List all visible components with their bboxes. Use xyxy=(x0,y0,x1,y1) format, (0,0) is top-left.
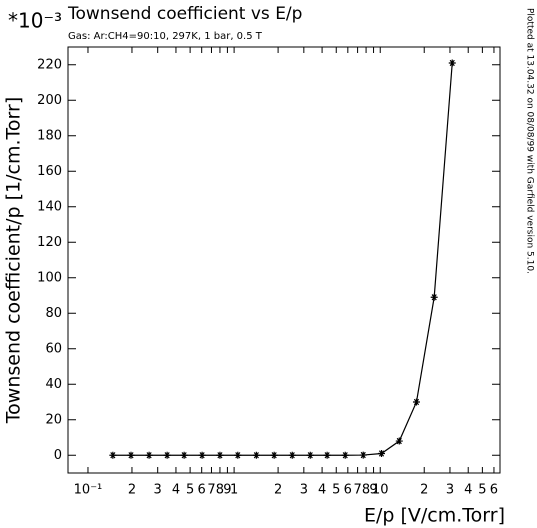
data-marker xyxy=(377,449,385,457)
data-marker xyxy=(216,451,224,459)
y-tick-label: 200 xyxy=(37,93,62,108)
x-tick-label: 3 xyxy=(446,483,454,498)
x-tick-label: 2 xyxy=(274,483,282,498)
x-tick-label: 4 xyxy=(318,483,326,498)
data-marker xyxy=(288,451,296,459)
data-marker xyxy=(395,437,403,445)
y-axis-label: Townsend coefficient/p [1/cm.Torr] xyxy=(3,97,25,424)
x-tick-label: 5 xyxy=(478,483,486,498)
x-axis-label: E/p [V/cm.Torr] xyxy=(364,505,505,527)
y-tick-label: 20 xyxy=(45,412,62,427)
x-tick-label: 3 xyxy=(154,483,162,498)
x-tick-label: 8 xyxy=(362,483,370,498)
data-marker xyxy=(163,451,171,459)
x-tick-label: 6 xyxy=(344,483,352,498)
y-tick-label: 120 xyxy=(37,235,62,250)
y-tick-label: 80 xyxy=(45,306,62,321)
x-tick-label: 9 xyxy=(369,483,377,498)
y-tick-label: 180 xyxy=(37,128,62,143)
data-marker xyxy=(430,293,438,301)
y-tick-label: 40 xyxy=(45,377,62,392)
x-tick-label: 2 xyxy=(128,483,136,498)
data-marker xyxy=(252,451,260,459)
data-marker xyxy=(359,451,367,459)
y-multiplier: *10⁻³ xyxy=(8,9,62,33)
x-tick-label: 9 xyxy=(223,483,231,498)
x-tick-label: 10⁻¹ xyxy=(74,483,103,498)
x-tick-label: 6 xyxy=(198,483,206,498)
plot-frame xyxy=(67,46,501,474)
y-tick-label: 160 xyxy=(37,164,62,179)
x-tick-label: 4 xyxy=(464,483,472,498)
data-marker xyxy=(109,451,117,459)
data-marker xyxy=(198,451,206,459)
y-tick-label: 0 xyxy=(54,448,62,463)
x-tick-label: 6 xyxy=(490,483,498,498)
data-marker xyxy=(448,59,456,67)
plot-area xyxy=(109,59,456,459)
y-tick-label: 100 xyxy=(37,270,62,285)
y-tick-label: 60 xyxy=(45,341,62,356)
x-tick-label: 7 xyxy=(207,483,215,498)
x-tick-label: 7 xyxy=(353,483,361,498)
x-tick-label: 3 xyxy=(300,483,308,498)
x-tick-label: 8 xyxy=(216,483,224,498)
data-marker xyxy=(127,451,135,459)
side-note: Plotted at 13.04.32 on 08/08/99 with Gar… xyxy=(525,8,535,274)
x-tick-label: 5 xyxy=(186,483,194,498)
data-marker xyxy=(145,451,153,459)
x-tick-label: 10 xyxy=(372,483,389,498)
data-marker xyxy=(341,451,349,459)
data-marker xyxy=(234,451,242,459)
x-tick-label: 2 xyxy=(420,483,428,498)
y-tick-label: 140 xyxy=(37,199,62,214)
data-marker xyxy=(270,451,278,459)
x-tick-label: 4 xyxy=(172,483,180,498)
x-tick-label: 5 xyxy=(332,483,340,498)
chart-subtitle: Gas: Ar:CH4=90:10, 297K, 1 bar, 0.5 T xyxy=(68,31,263,42)
data-marker xyxy=(412,398,420,406)
chart-title: Townsend coefficient vs E/p xyxy=(67,4,302,24)
curve xyxy=(112,62,453,456)
data-marker xyxy=(323,451,331,459)
y-tick-label: 220 xyxy=(37,57,62,72)
data-marker xyxy=(306,451,314,459)
x-tick-label: 1 xyxy=(230,483,238,498)
data-marker xyxy=(180,451,188,459)
